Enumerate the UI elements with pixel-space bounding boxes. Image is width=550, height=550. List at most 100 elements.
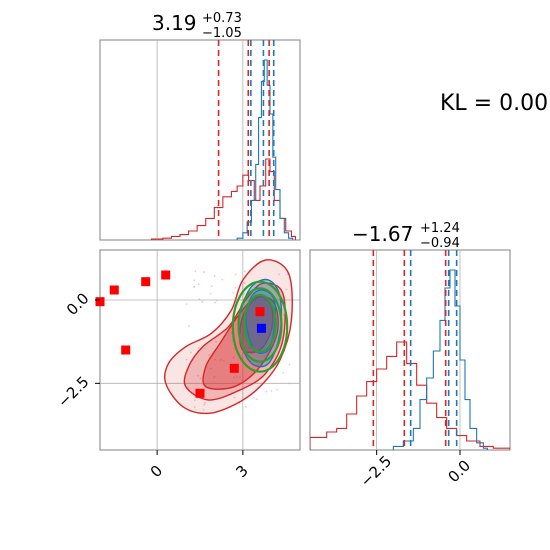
scatter-dot <box>197 283 200 286</box>
scatter-dot <box>198 298 201 300</box>
scatter-dot <box>267 317 270 320</box>
scatter-dot <box>262 319 265 322</box>
red-square-marker <box>109 285 119 295</box>
joint-scatter-dots <box>185 270 291 411</box>
red-square-marker <box>255 307 265 317</box>
joint-green-ellipses <box>231 280 289 373</box>
scatter-dot <box>201 300 204 303</box>
scatter-dot <box>265 319 268 322</box>
scatter-dot <box>232 291 235 294</box>
scatter-dot <box>238 376 241 378</box>
scatter-dot <box>232 356 235 359</box>
scatter-dot <box>185 303 188 306</box>
scatter-dot <box>199 377 202 380</box>
scatter-dot <box>278 273 280 276</box>
green-ellipse <box>237 287 283 363</box>
scatter-dot <box>215 340 217 343</box>
right-histograms <box>310 269 510 450</box>
right-marginal-panel: −1.67 +1.24 −0.94 <box>309 221 511 451</box>
joint-markers <box>95 270 266 398</box>
x-tick-label: 0.0 <box>444 456 474 486</box>
red-square-marker <box>95 297 105 307</box>
red-contour-level <box>239 295 274 354</box>
blue-square-marker <box>256 323 266 333</box>
scatter-dot <box>193 285 195 288</box>
scatter-dot <box>214 301 216 304</box>
scatter-dot <box>203 402 206 404</box>
scatter-dot <box>250 352 253 355</box>
scatter-dot <box>194 270 197 273</box>
scatter-dot <box>215 299 218 302</box>
scatter-dot <box>276 388 279 391</box>
green-ellipse <box>243 293 277 353</box>
scatter-dot <box>193 406 196 408</box>
scatter-dot <box>202 408 205 411</box>
scatter-dot <box>252 397 255 399</box>
scatter-dot <box>230 332 233 334</box>
scatter-dot <box>233 396 236 399</box>
scatter-dot <box>243 270 246 273</box>
x-tick-label: −2.5 <box>357 452 395 490</box>
scatter-dot <box>219 359 222 361</box>
scatter-dot <box>285 288 288 291</box>
scatter-dot <box>185 358 188 361</box>
scatter-dot <box>235 376 238 378</box>
scatter-dot <box>258 318 261 321</box>
scatter-dot <box>234 286 237 289</box>
red-contour-level <box>163 259 293 415</box>
top-grid <box>156 40 244 240</box>
scatter-dot <box>203 403 205 406</box>
scatter-dot <box>221 278 224 281</box>
scatter-dot <box>248 347 251 350</box>
top-red-histogram <box>150 158 296 240</box>
top-quantile-lines <box>217 40 275 240</box>
red-square-marker <box>141 277 151 287</box>
scatter-dot <box>243 292 245 295</box>
scatter-dot <box>193 279 196 282</box>
scatter-dot <box>209 367 212 370</box>
right-title-median: −1.67 <box>352 222 413 246</box>
scatter-dot <box>288 382 291 385</box>
scatter-dot <box>197 346 200 349</box>
red-square-marker <box>121 345 131 355</box>
top-title-err-plus: +0.73 <box>202 11 242 26</box>
scatter-dot <box>234 273 237 276</box>
scatter-dot <box>188 325 190 327</box>
scatter-dot <box>256 398 258 401</box>
x-tick-label: 3 <box>232 462 251 481</box>
red-square-marker <box>195 388 205 398</box>
red-square-marker <box>229 363 239 373</box>
scatter-dot <box>256 339 259 342</box>
scatter-dot <box>193 399 196 402</box>
joint-panel <box>95 249 301 451</box>
y-tick-label: −2.5 <box>54 373 92 411</box>
scatter-dot <box>222 360 225 362</box>
scatter-dot <box>209 292 212 295</box>
red-square-marker <box>161 270 171 280</box>
right-title-err-minus: −0.94 <box>420 236 460 251</box>
scatter-dot <box>265 390 268 393</box>
kl-annotation: KL = 0.00 <box>440 91 548 116</box>
scatter-dot <box>197 374 200 377</box>
right-blue-histogram <box>392 269 488 450</box>
scatter-dot <box>213 375 216 378</box>
scatter-dot <box>203 271 206 273</box>
scatter-dot <box>213 275 216 277</box>
scatter-dot <box>282 372 284 374</box>
scatter-dot <box>233 376 235 379</box>
right-title-err-plus: +1.24 <box>420 221 460 236</box>
green-ellipse <box>231 280 289 373</box>
scatter-dot <box>213 358 216 361</box>
scatter-dot <box>245 405 247 408</box>
scatter-dot <box>243 282 246 285</box>
right-quantile-lines <box>372 250 458 450</box>
right-red-histogram <box>310 341 510 450</box>
scatter-dot <box>189 351 192 354</box>
y-tick-label: 0.0 <box>63 289 93 319</box>
scatter-dot <box>270 389 273 392</box>
scatter-dot <box>210 285 213 288</box>
top-title-err-minus: −1.05 <box>202 26 242 41</box>
top-marginal-panel: 3.19 +0.73 −1.05 <box>99 11 301 241</box>
scatter-dot <box>288 363 291 366</box>
